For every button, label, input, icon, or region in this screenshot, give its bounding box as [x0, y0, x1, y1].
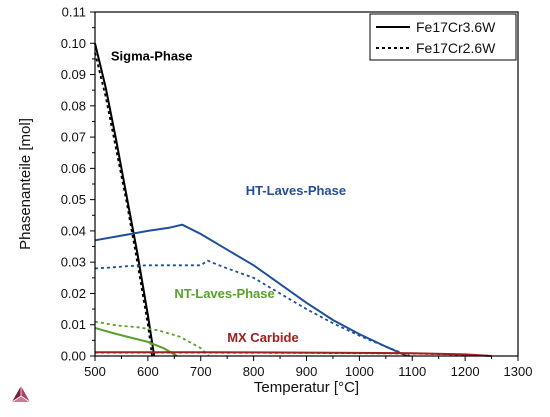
series-line-nt-laves-phase-fe17cr2-6w	[94, 320, 210, 357]
series-line-ht-laves-phase-fe17cr2-6w	[94, 259, 410, 357]
y-tick-label: 0.04	[61, 223, 86, 238]
y-axis-title: Phasenanteile [mol]	[17, 118, 34, 250]
y-tick-label: 0.06	[61, 161, 86, 176]
phase-annotations: Sigma-Phase HT-Laves-Phase NT-Laves-Phase M…	[111, 48, 346, 344]
series-line-mx-carbide-fe17cr2-6w	[95, 351, 492, 357]
x-tick-label: 800	[243, 364, 265, 379]
y-tick-label: 0.11	[62, 5, 86, 20]
x-tick-label: 600	[137, 364, 159, 379]
y-tick-label: 0.10	[61, 36, 86, 51]
y-tick-label: 0.03	[61, 255, 86, 270]
y-tick-label: 0.01	[61, 317, 86, 332]
y-tick-label: 0.02	[61, 286, 86, 301]
series-line-sigma-phase-fe17cr3-6w	[94, 43, 156, 357]
y-tick-label: 0.07	[61, 130, 86, 145]
x-tick-label: 500	[84, 364, 106, 379]
x-tick-label: 1000	[345, 364, 374, 379]
series-line-nt-laves-phase-fe17cr3-6w	[94, 326, 178, 357]
legend-label-fe17cr3-6w: Fe17Cr3.6W	[416, 19, 496, 35]
y-tick-label: 0.09	[61, 67, 86, 82]
legend: Fe17Cr3.6W Fe17Cr2.6W	[369, 13, 517, 61]
plot-area-frame	[94, 11, 519, 357]
series-line-ht-laves-phase-fe17cr3-6w	[94, 223, 408, 357]
annotation-nt-laves-phase: NT-Laves-Phase	[174, 286, 274, 301]
legend-box	[369, 13, 517, 61]
series-line-sigma-phase-fe17cr2-6w	[94, 52, 153, 357]
x-tick-label: 700	[190, 364, 212, 379]
x-axis-title: Temperatur [°C]	[254, 379, 359, 396]
legend-label-fe17cr2-6w: Fe17Cr2.6W	[416, 40, 496, 56]
x-tick-label: 1300	[504, 364, 533, 379]
thermo-calc-logo-icon	[11, 386, 31, 403]
annotation-mx-carbide: MX Carbide	[227, 330, 299, 345]
y-tick-label: 0.05	[61, 192, 86, 207]
series-lines	[94, 43, 492, 357]
y-tick-label: 0.00	[61, 349, 86, 364]
annotation-sigma-phase: Sigma-Phase	[111, 48, 193, 63]
x-tick-label: 1100	[398, 364, 426, 379]
x-tick-label: 900	[296, 364, 318, 379]
axes-ticks: 500 600 700 800 900 1000 1100 1200 1300 0.00 0.01 0…	[61, 5, 533, 380]
annotation-ht-laves-phase: HT-Laves-Phase	[246, 183, 346, 198]
y-tick-label: 0.08	[61, 98, 86, 113]
x-tick-label: 1200	[451, 364, 480, 379]
